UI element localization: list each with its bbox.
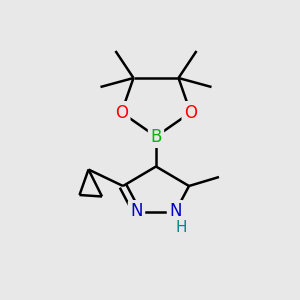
Text: B: B — [150, 128, 162, 146]
Text: O: O — [115, 103, 128, 122]
Text: H: H — [176, 220, 187, 236]
Text: O: O — [184, 103, 197, 122]
Text: N: N — [169, 202, 182, 220]
Text: N: N — [130, 202, 143, 220]
